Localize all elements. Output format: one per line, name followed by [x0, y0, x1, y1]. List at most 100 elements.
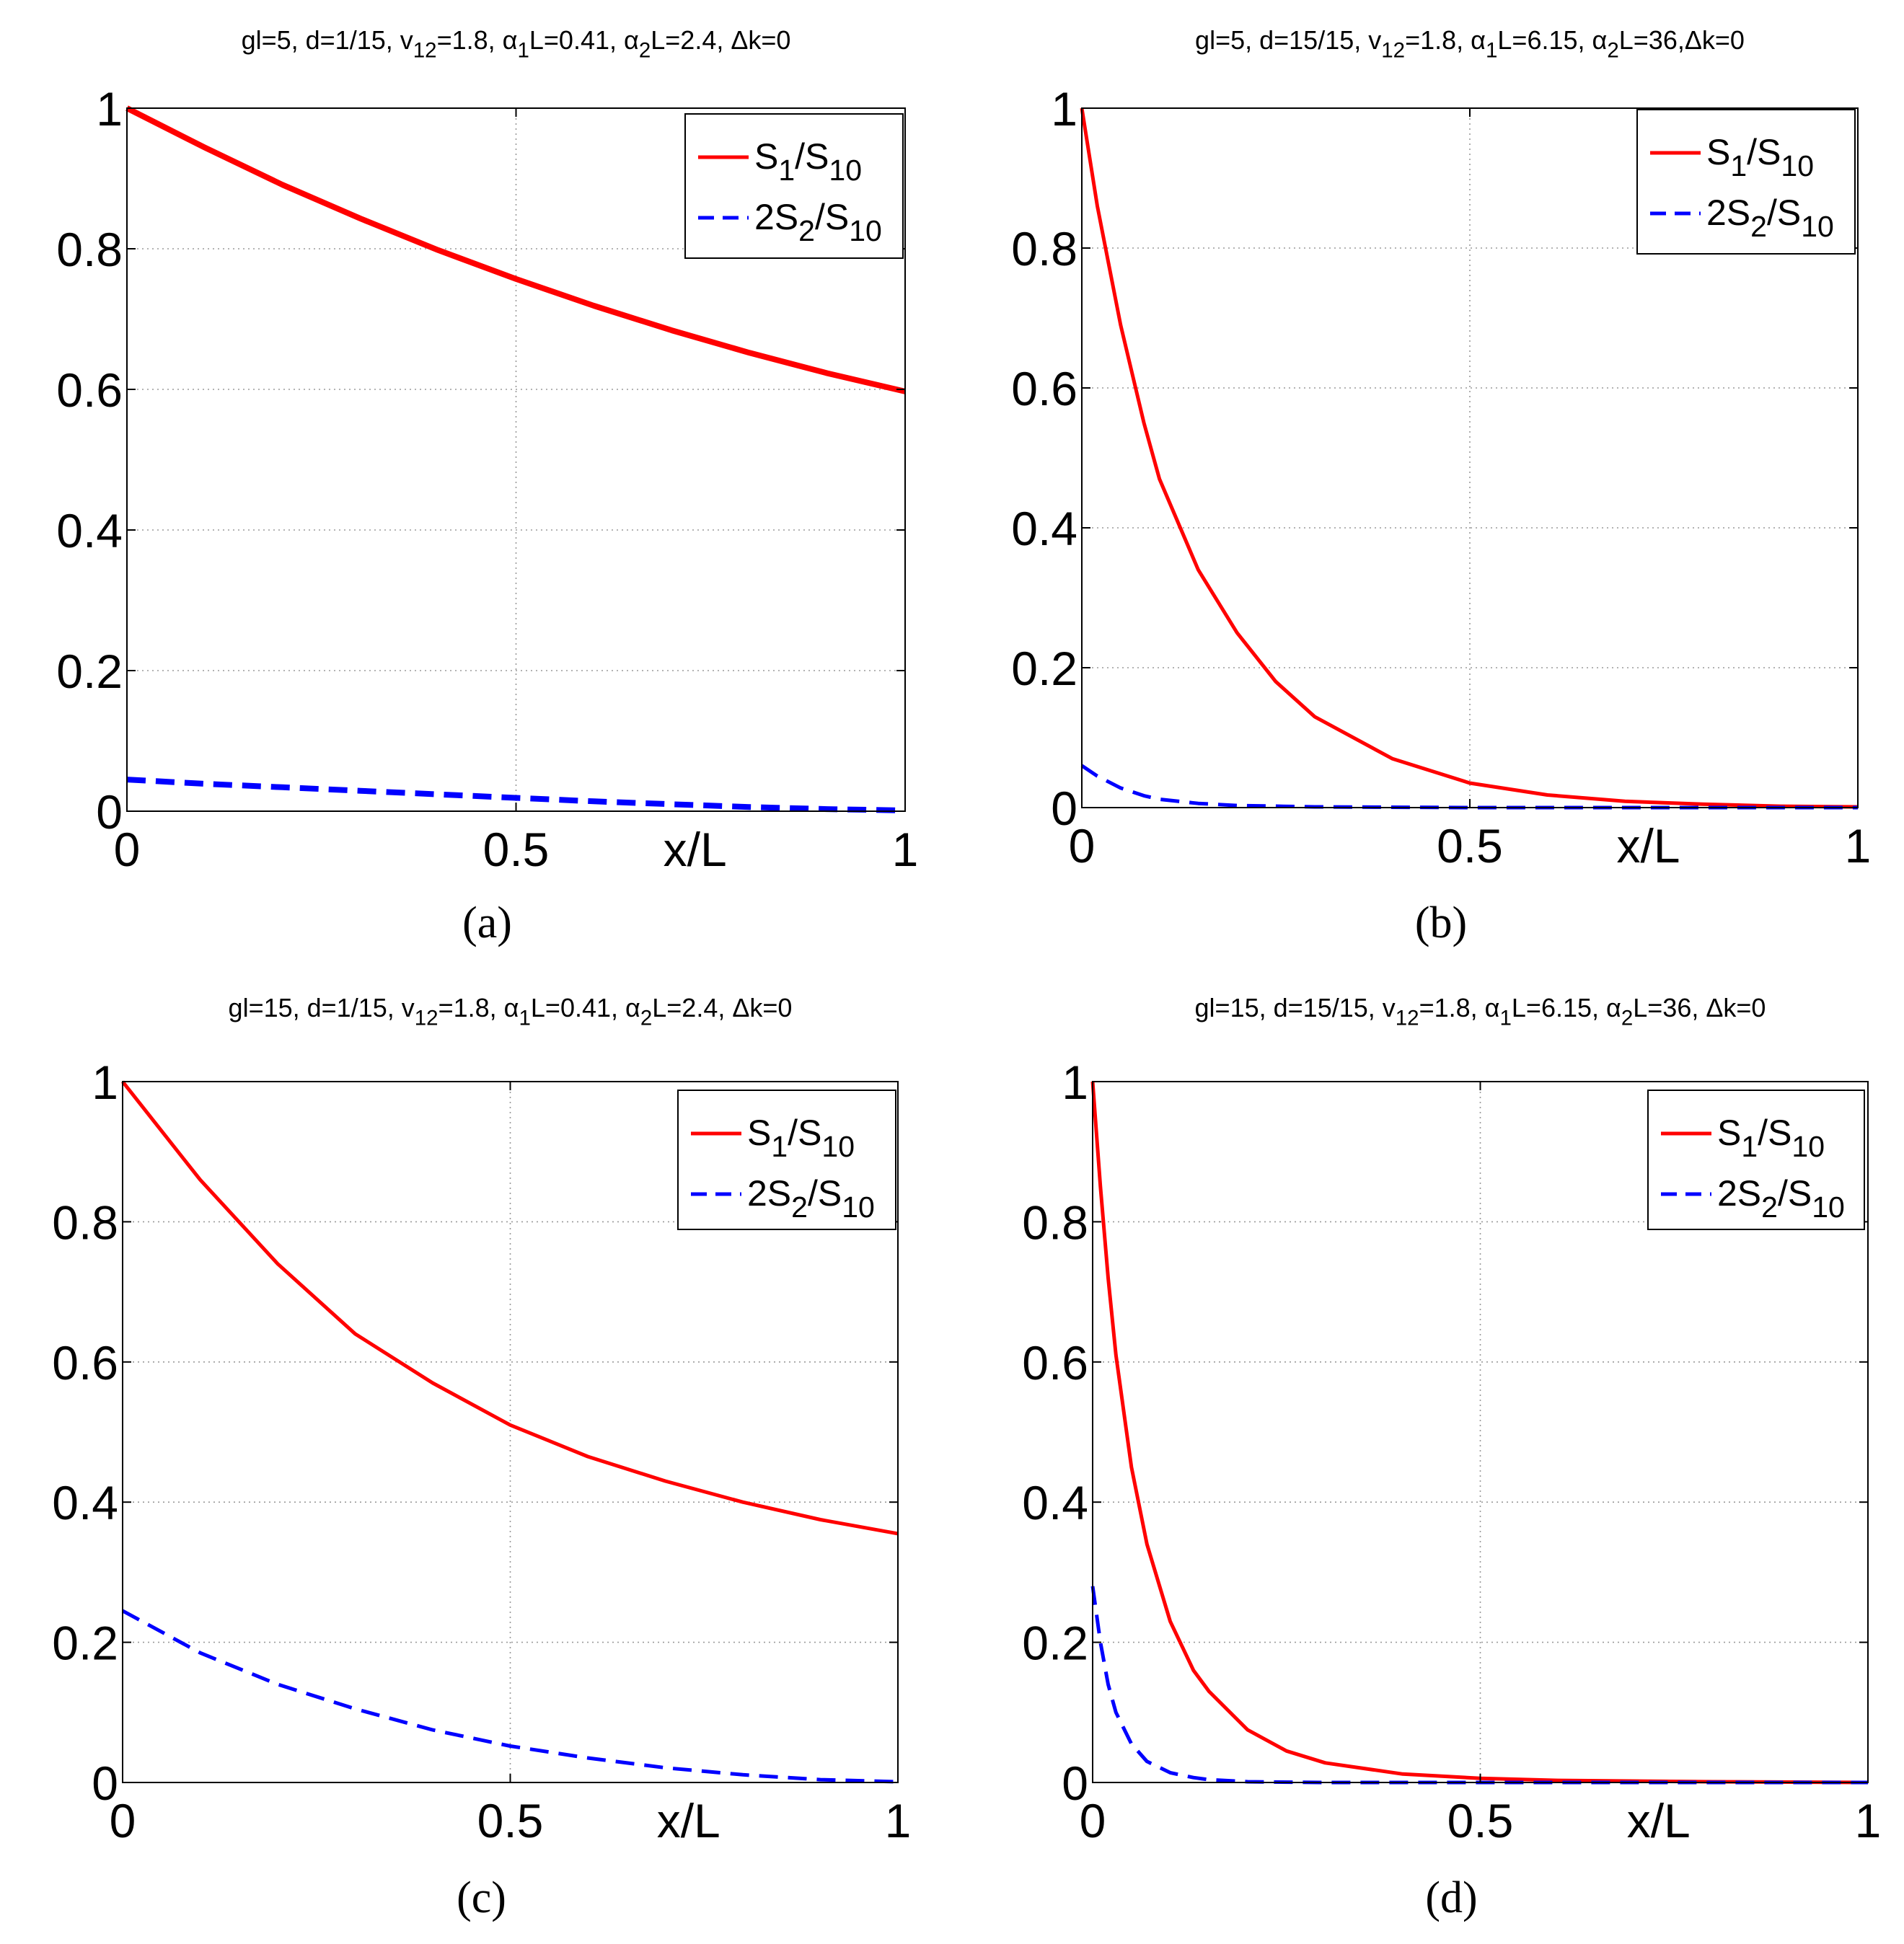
chart-title-part: 12 — [1396, 1007, 1419, 1030]
legend-label-s2-part: 10 — [1812, 1190, 1845, 1224]
chart-title-part: 2 — [640, 1007, 652, 1030]
x-tick-label: 1 — [1845, 819, 1872, 872]
x-tick-label: 0 — [1069, 819, 1096, 872]
y-tick-label: 1 — [96, 82, 123, 136]
legend-label-s2-part: 2S — [747, 1173, 791, 1214]
chart-title-part: gl=15, d=15/15, v — [1195, 993, 1396, 1022]
legend-label-s2-part: 2 — [791, 1190, 808, 1224]
legend-label-s2-part: /S — [1767, 193, 1801, 233]
x-tick-label: 1 — [1855, 1794, 1882, 1847]
legend-label-s2-part: 10 — [849, 214, 882, 247]
x-axis-label: x/L — [657, 1794, 720, 1847]
legend-label-s1-part: 1 — [1741, 1130, 1758, 1163]
y-tick-label: 0.8 — [1022, 1196, 1088, 1249]
legend-label-s1-part: S — [1717, 1113, 1741, 1153]
chart-title-part: 1 — [517, 39, 529, 63]
chart-title-part: 12 — [413, 39, 437, 63]
legend-box — [1647, 1090, 1865, 1230]
legend-label-s1: S1/S10 — [754, 136, 862, 187]
legend-label-s1-part: /S — [795, 136, 829, 177]
chart-title-part: gl=5, d=1/15, v — [242, 25, 413, 55]
chart-title-part: =1.8, α — [437, 25, 518, 55]
legend-label-s2-part: 2S — [754, 197, 798, 237]
y-tick-label: 0.4 — [1011, 502, 1077, 555]
chart-title-part: L=2.4, Δk=0 — [652, 993, 792, 1022]
chart-title-part: 12 — [415, 1007, 438, 1030]
legend-label-s1-part: /S — [1747, 132, 1781, 172]
chart-title-part: L=6.15, α — [1512, 993, 1621, 1022]
legend-label-s1: S1/S10 — [1706, 132, 1814, 182]
y-tick-label: 0.2 — [1022, 1617, 1088, 1670]
chart-title: gl=5, d=1/15, v12=1.8, α1L=0.41, α2L=2.4… — [242, 25, 791, 63]
legend-label-s2-part: 2 — [1750, 210, 1767, 243]
legend-label-s2-part: 2S — [1706, 193, 1750, 233]
legend-label-s1: S1/S10 — [1717, 1113, 1825, 1163]
y-tick-label: 0.8 — [52, 1196, 118, 1249]
chart-title-part: L=2.4, Δk=0 — [651, 25, 790, 55]
legend-label-s1-part: 10 — [821, 1130, 855, 1163]
chart-title: gl=5, d=15/15, v12=1.8, α1L=6.15, α2L=36… — [1195, 25, 1745, 63]
y-tick-label: 0 — [96, 785, 123, 839]
chart-title-part: L=36,Δk=0 — [1619, 25, 1745, 55]
y-tick-label: 0.8 — [56, 223, 123, 276]
panel-caption: (d) — [1425, 1873, 1477, 1922]
y-tick-label: 0.6 — [1011, 362, 1077, 415]
legend-label-s1-part: 10 — [1781, 149, 1814, 182]
y-tick-label: 1 — [1051, 82, 1077, 136]
chart-title-part: L=6.15, α — [1497, 25, 1607, 55]
legend-label-s2-part: 2 — [798, 214, 815, 247]
legend-box — [684, 113, 904, 259]
chart-panel-b: gl=5, d=15/15, v12=1.8, α1L=6.15, α2L=36… — [1011, 25, 1871, 947]
y-tick-label: 0.4 — [52, 1476, 118, 1529]
chart-title-part: L=0.41, α — [529, 25, 639, 55]
panel-caption: (b) — [1415, 898, 1467, 947]
series-line-s2 — [1090, 1586, 1868, 1785]
legend-label-s1-part: S — [747, 1113, 771, 1153]
y-tick-label: 1 — [1062, 1056, 1088, 1109]
legend-label-s2-part: /S — [815, 197, 849, 237]
y-tick-label: 1 — [92, 1056, 118, 1109]
legend-label-s1-part: 1 — [778, 154, 795, 187]
chart-title: gl=15, d=15/15, v12=1.8, α1L=6.15, α2L=3… — [1195, 993, 1766, 1030]
y-tick-label: 0.8 — [1011, 222, 1077, 275]
legend-label-s1-part: /S — [1758, 1113, 1791, 1153]
y-tick-label: 0 — [92, 1757, 118, 1810]
legend-label-s2-part: 2 — [1761, 1190, 1778, 1224]
legend-label-s2-part: 2S — [1717, 1173, 1761, 1214]
legend-label-s2-part: 10 — [1801, 210, 1834, 243]
chart-title-part: 2 — [1621, 1007, 1633, 1030]
x-tick-label: 0.5 — [477, 1794, 544, 1847]
panel-caption: (a) — [462, 898, 512, 947]
chart-title-part: 1 — [519, 1007, 530, 1030]
x-tick-label: 1 — [885, 1794, 912, 1847]
chart-panel-a: gl=5, d=1/15, v12=1.8, α1L=0.41, α2L=2.4… — [56, 25, 918, 947]
y-tick-label: 0.2 — [1011, 642, 1077, 695]
chart-title-part: 1 — [1486, 39, 1497, 63]
chart-title-part: gl=5, d=15/15, v — [1195, 25, 1381, 55]
y-tick-label: 0.2 — [52, 1617, 118, 1670]
series-line-s2 — [121, 1609, 899, 1784]
legend-label-s1-part: S — [1706, 132, 1730, 172]
y-tick-label: 0 — [1051, 782, 1077, 835]
legend-box — [677, 1090, 896, 1230]
chart-title-part: L=36, Δk=0 — [1633, 993, 1766, 1022]
series-line-s1 — [1080, 107, 1859, 809]
legend-label-s2-part: /S — [808, 1173, 842, 1214]
chart-title-part: 2 — [1607, 39, 1618, 63]
x-tick-label: 0.5 — [1447, 1794, 1514, 1847]
x-tick-label: 0 — [110, 1794, 136, 1847]
chart-panel-d: gl=15, d=15/15, v12=1.8, α1L=6.15, α2L=3… — [1022, 993, 1881, 1922]
legend-label-s1-part: 1 — [771, 1130, 788, 1163]
y-tick-label: 0.6 — [56, 363, 123, 417]
legend-label-s1: S1/S10 — [747, 1113, 855, 1163]
x-axis-label: x/L — [1616, 819, 1680, 872]
chart-title-part: gl=15, d=1/15, v — [229, 993, 415, 1022]
chart-title-part: 1 — [1499, 1007, 1511, 1030]
legend-label-s2-part: 10 — [842, 1190, 875, 1224]
series-line-s1 — [125, 105, 906, 394]
legend-label-s2: 2S2/S10 — [754, 197, 882, 247]
